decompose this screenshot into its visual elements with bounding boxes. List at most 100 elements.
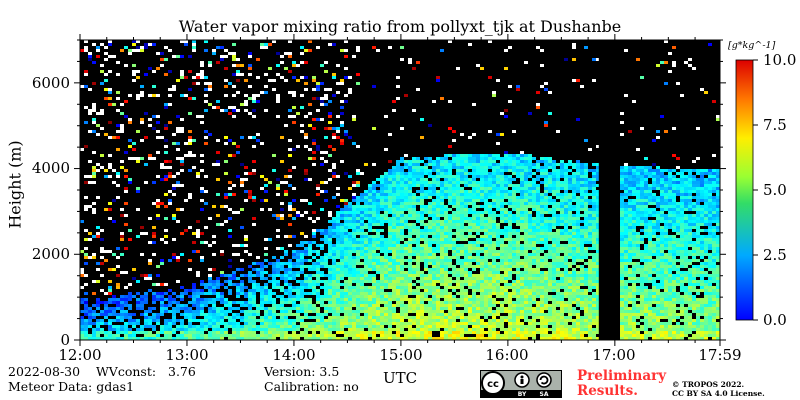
heatmap-cell bbox=[384, 259, 388, 262]
heatmap-cell bbox=[340, 253, 344, 256]
heatmap-cell bbox=[524, 256, 528, 259]
heatmap-cell bbox=[548, 334, 552, 337]
heatmap-cell bbox=[356, 286, 360, 289]
heatmap-cell bbox=[508, 184, 512, 187]
heatmap-cell bbox=[412, 178, 416, 181]
heatmap-cell bbox=[460, 283, 464, 286]
heatmap-cell bbox=[252, 322, 256, 325]
heatmap-cell bbox=[340, 82, 344, 85]
heatmap-cell bbox=[188, 139, 192, 142]
heatmap-cell bbox=[100, 301, 104, 304]
heatmap-cell bbox=[84, 46, 88, 49]
heatmap-cell bbox=[136, 307, 140, 310]
heatmap-cell bbox=[544, 256, 548, 259]
heatmap-cell bbox=[208, 277, 212, 280]
heatmap-cell bbox=[268, 328, 272, 331]
heatmap-cell bbox=[188, 259, 192, 262]
heatmap-cell bbox=[424, 238, 428, 241]
heatmap-cell bbox=[264, 325, 268, 328]
heatmap-cell bbox=[232, 325, 236, 328]
heatmap-cell bbox=[104, 175, 108, 178]
heatmap-cell bbox=[384, 280, 388, 283]
heatmap-cell bbox=[420, 229, 424, 232]
heatmap-cell bbox=[504, 169, 508, 172]
heatmap-cell bbox=[256, 271, 260, 274]
heatmap-cell bbox=[392, 178, 396, 181]
heatmap-cell bbox=[444, 157, 448, 160]
heatmap-cell bbox=[520, 154, 524, 157]
heatmap-cell bbox=[492, 304, 496, 307]
heatmap-cell bbox=[140, 328, 144, 331]
heatmap-cell bbox=[280, 325, 284, 328]
heatmap-cell bbox=[488, 214, 492, 217]
heatmap-cell bbox=[424, 286, 428, 289]
heatmap-cell bbox=[320, 319, 324, 322]
heatmap-cell bbox=[440, 244, 444, 247]
heatmap-cell bbox=[520, 235, 524, 238]
heatmap-cell bbox=[504, 286, 508, 289]
heatmap-cell bbox=[396, 334, 400, 337]
heatmap-cell bbox=[132, 313, 136, 316]
heatmap-cell bbox=[412, 214, 416, 217]
heatmap-cell bbox=[408, 322, 412, 325]
heatmap-cell bbox=[400, 157, 404, 160]
heatmap-cell bbox=[452, 253, 456, 256]
heatmap-cell bbox=[396, 214, 400, 217]
heatmap-cell bbox=[452, 223, 456, 226]
heatmap-cell bbox=[492, 250, 496, 253]
heatmap-cell bbox=[340, 250, 344, 253]
heatmap-cell bbox=[444, 181, 448, 184]
heatmap-cell bbox=[108, 40, 112, 43]
heatmap-cell bbox=[376, 247, 380, 250]
heatmap-cell bbox=[128, 181, 132, 184]
heatmap-cell bbox=[388, 226, 392, 229]
heatmap-cell bbox=[460, 187, 464, 190]
heatmap-cell bbox=[476, 265, 480, 268]
heatmap-cell bbox=[360, 193, 364, 196]
heatmap-cell bbox=[492, 277, 496, 280]
heatmap-cell bbox=[216, 163, 220, 166]
heatmap-cell bbox=[372, 163, 376, 166]
heatmap-cell bbox=[388, 199, 392, 202]
heatmap-cell bbox=[440, 232, 444, 235]
heatmap-cell bbox=[356, 184, 360, 187]
heatmap-cell bbox=[336, 127, 340, 130]
heatmap-cell bbox=[392, 304, 396, 307]
heatmap-cell bbox=[360, 235, 364, 238]
heatmap-cell bbox=[448, 166, 452, 169]
heatmap-cell bbox=[272, 298, 276, 301]
heatmap-cell bbox=[312, 337, 316, 340]
heatmap-cell bbox=[496, 175, 500, 178]
heatmap-cell bbox=[504, 337, 508, 340]
heatmap-cell bbox=[112, 301, 116, 304]
heatmap-cell bbox=[400, 184, 404, 187]
heatmap-cell bbox=[452, 175, 456, 178]
heatmap-cell bbox=[308, 157, 312, 160]
heatmap-cell bbox=[432, 235, 436, 238]
heatmap-cell bbox=[496, 283, 500, 286]
heatmap-cell bbox=[216, 337, 220, 340]
heatmap-cell bbox=[472, 250, 476, 253]
heatmap-cell bbox=[376, 331, 380, 334]
heatmap-cell bbox=[460, 217, 464, 220]
heatmap-cell bbox=[508, 265, 512, 268]
heatmap-cell bbox=[436, 298, 440, 301]
heatmap-cell bbox=[548, 223, 552, 226]
heatmap-cell bbox=[140, 94, 144, 97]
heatmap-cell bbox=[444, 187, 448, 190]
heatmap-cell bbox=[404, 304, 408, 307]
heatmap-cell bbox=[436, 250, 440, 253]
heatmap-cell bbox=[124, 286, 128, 289]
heatmap-cell bbox=[360, 214, 364, 217]
heatmap-cell bbox=[340, 235, 344, 238]
heatmap-cell bbox=[92, 253, 96, 256]
heatmap-cell bbox=[496, 301, 500, 304]
heatmap-cell bbox=[428, 292, 432, 295]
heatmap-cell bbox=[352, 271, 356, 274]
heatmap-cell bbox=[492, 211, 496, 214]
heatmap-cell bbox=[544, 199, 548, 202]
heatmap-cell bbox=[376, 328, 380, 331]
heatmap-cell bbox=[264, 337, 268, 340]
heatmap-cell bbox=[308, 328, 312, 331]
heatmap-cell bbox=[364, 250, 368, 253]
